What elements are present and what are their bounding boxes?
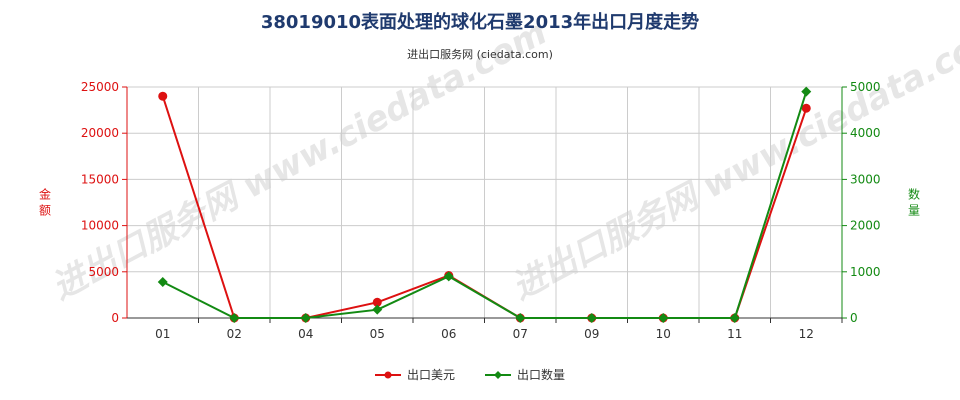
legend-swatch-marker	[494, 371, 502, 379]
watermark-text: 进出口服务网 www.ciedata.com	[505, 13, 960, 308]
right-axis-title: 数量	[908, 187, 920, 218]
series-point	[157, 276, 168, 287]
left-tick-label: 20000	[81, 126, 119, 140]
legend-swatch-marker	[384, 371, 392, 379]
grid	[127, 86, 842, 318]
series-point	[372, 297, 382, 307]
series-point	[229, 313, 240, 323]
right-tick-label: 2000	[850, 219, 881, 233]
x-tick-label: 07	[513, 327, 528, 341]
right-tick-label: 0	[850, 311, 858, 325]
series-point	[729, 313, 740, 323]
x-tick-label: 12	[799, 327, 814, 341]
axes: 0 0 5000 1000 10000 2000 15000 3000 20000 4000 250…	[39, 80, 920, 341]
right-tick-label: 4000	[850, 126, 881, 140]
left-tick-label: 10000	[81, 219, 119, 233]
series-point	[300, 313, 311, 323]
left-tick-label: 0	[111, 311, 119, 325]
legend-label: 出口数量	[517, 367, 565, 382]
series-point	[372, 304, 383, 315]
left-axis-title: 金额	[39, 187, 51, 218]
series-layer	[157, 86, 812, 323]
chart-title: 38019010表面处理的球化石墨2013年出口月度走势	[261, 11, 699, 33]
series-point	[658, 313, 669, 323]
left-tick-label: 5000	[88, 265, 119, 279]
series-point	[515, 313, 526, 323]
x-tick-label: 01	[155, 327, 170, 341]
right-tick-label: 3000	[850, 172, 881, 186]
x-tick-label: 02	[227, 327, 242, 341]
series-line	[162, 91, 808, 319]
x-tick-label: 06	[441, 327, 456, 341]
right-tick-label: 5000	[850, 80, 881, 94]
x-tick-label: 09	[584, 327, 599, 341]
left-tick-label: 15000	[81, 172, 119, 186]
series-point	[586, 313, 597, 323]
legend-label: 出口美元	[407, 368, 455, 382]
chart-subtitle: 进出口服务网 (ciedata.com)	[407, 47, 553, 61]
right-tick-label: 1000	[850, 265, 881, 279]
left-tick-label: 25000	[81, 80, 119, 94]
legend: 出口美元 出口数量	[375, 367, 565, 382]
series-point	[801, 86, 812, 97]
series-point	[443, 271, 454, 282]
x-tick-label: 05	[370, 327, 385, 341]
series-point	[801, 103, 811, 113]
x-tick-label: 11	[727, 327, 742, 341]
x-tick-label: 04	[298, 327, 313, 341]
x-tick-label: 10	[656, 327, 671, 341]
series-point	[158, 91, 168, 101]
